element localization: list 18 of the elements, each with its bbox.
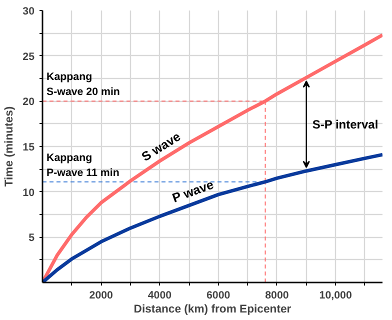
y-tick-label: 10 bbox=[22, 186, 35, 199]
y-tick-label: 25 bbox=[22, 50, 35, 63]
x-tick-label: 6000 bbox=[206, 290, 230, 302]
ref-line-label: Kappang P-wave 11 min bbox=[46, 152, 120, 179]
text: S wave bbox=[139, 130, 184, 164]
y-tick-label: 20 bbox=[22, 96, 35, 108]
y-axis-title: Time (minutes) bbox=[4, 106, 16, 187]
x-tick-label: 4000 bbox=[148, 290, 172, 302]
x-tick-label: 8000 bbox=[265, 290, 289, 302]
y-tick-label: 5 bbox=[28, 232, 35, 244]
text: P wave bbox=[170, 178, 216, 206]
x-axis-title: Distance (km) from Epicenter bbox=[134, 304, 292, 316]
ref-line-label: Kappang S-wave 20 min bbox=[46, 71, 120, 98]
y-tick-label: 30 bbox=[22, 6, 35, 18]
x-tick-label: 10,000 bbox=[319, 290, 352, 302]
annotation: S-P interval bbox=[312, 117, 378, 132]
y-tick-label: 15 bbox=[22, 142, 35, 154]
x-tick-label: 2000 bbox=[89, 290, 114, 302]
